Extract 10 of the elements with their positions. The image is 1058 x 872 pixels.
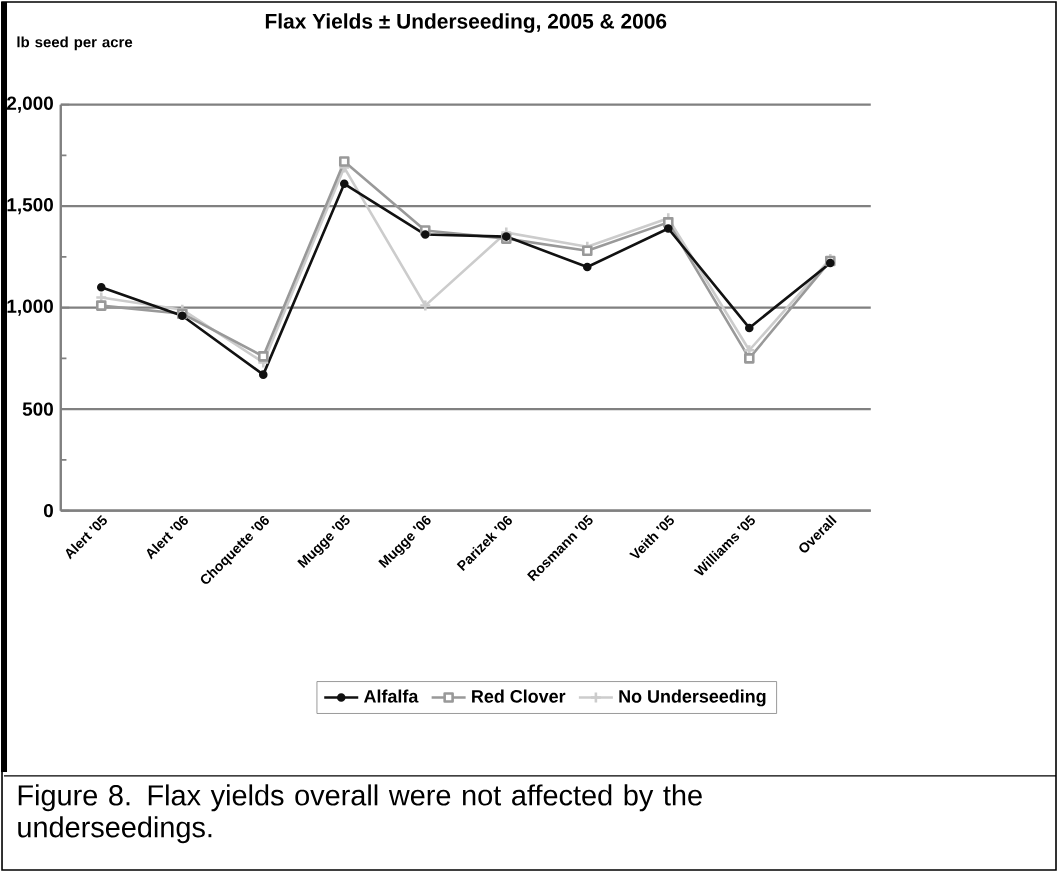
legend-label: No Underseeding	[619, 689, 766, 707]
y-tick-label: 0	[43, 503, 53, 518]
y-tick-label: 500	[22, 402, 53, 416]
y-tick-label: 1,500	[7, 198, 53, 215]
y-tick-label: 1,000	[7, 299, 53, 316]
legend-label: Red Clover	[472, 689, 566, 703]
caption: Figure 8. Flax yields overall were not affected by the underseedings.	[18, 784, 702, 844]
legend-label: Alfalfa	[363, 689, 419, 703]
chart-title: Flax Yields ± Underseeding, 2005 & 2006	[265, 13, 667, 33]
y-tick-label: 2,000	[7, 96, 53, 113]
